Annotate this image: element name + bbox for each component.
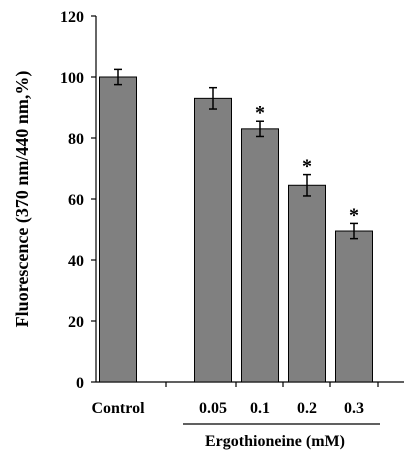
bar-4 — [335, 230, 373, 383]
error-bar-2 — [256, 120, 264, 138]
category-label-4: 0.3 — [344, 400, 364, 417]
y-tick-label: 80 — [68, 131, 84, 148]
significance-star-4: * — [349, 204, 359, 226]
bar-2 — [241, 128, 279, 383]
labels: Control 0.05 0.1 0.2 0.3 Ergothioneine (mM) Fl… — [12, 71, 380, 450]
error-bar-1 — [209, 86, 217, 110]
category-label-3: 0.2 — [297, 400, 317, 417]
significance-star-3: * — [302, 156, 312, 178]
y-tick-label: 20 — [68, 314, 84, 331]
x-group-label: Ergothioneine (mM) — [205, 433, 345, 450]
y-tick-label: 60 — [68, 192, 84, 209]
error-bar-4 — [350, 222, 358, 240]
y-axis-label: Fluorescence (370 nm/440 nm,%) — [12, 71, 33, 328]
category-label-0: Control — [91, 400, 145, 417]
bar-1 — [194, 97, 232, 383]
error-bar-0 — [114, 68, 122, 86]
category-label-1: 0.05 — [199, 400, 227, 417]
bar-3 — [288, 184, 326, 383]
significance-star-2: * — [255, 102, 265, 124]
bar-0 — [99, 76, 137, 383]
error-bar-3 — [303, 173, 311, 197]
significance-markers: * * * — [255, 102, 359, 226]
y-tick-label: 0 — [76, 375, 84, 392]
axes: 0 20 40 60 80 100 120 — [60, 9, 404, 392]
bars — [99, 76, 373, 383]
y-tick-label: 100 — [60, 70, 84, 87]
y-tick-label: 40 — [68, 253, 84, 270]
category-label-2: 0.1 — [250, 400, 270, 417]
y-tick-label: 120 — [60, 9, 84, 26]
error-bars — [114, 68, 358, 240]
